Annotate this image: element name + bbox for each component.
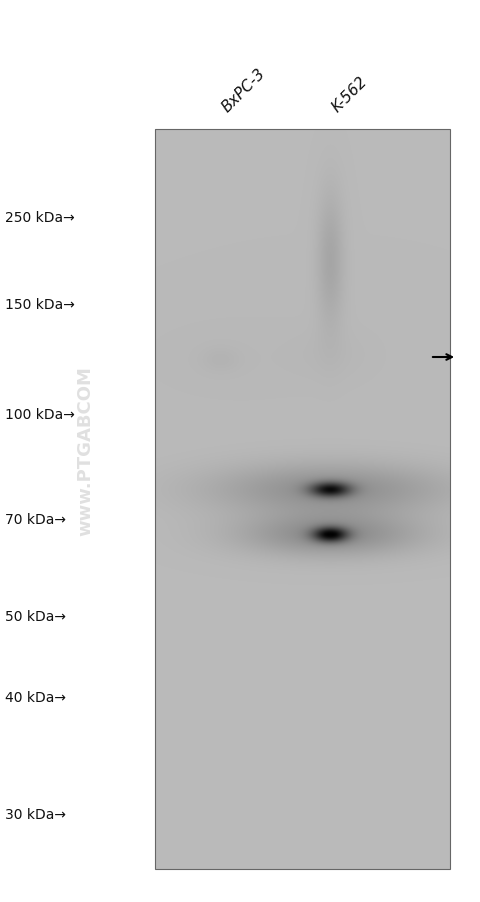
Text: 40 kDa→: 40 kDa→ [5, 690, 66, 704]
Text: K-562: K-562 [329, 74, 371, 115]
Text: 150 kDa→: 150 kDa→ [5, 298, 75, 312]
Text: www.PTGABCOM: www.PTGABCOM [76, 366, 94, 536]
Text: 100 kDa→: 100 kDa→ [5, 408, 75, 421]
Text: 50 kDa→: 50 kDa→ [5, 610, 66, 623]
Text: 250 kDa→: 250 kDa→ [5, 211, 75, 225]
Text: 30 kDa→: 30 kDa→ [5, 807, 66, 821]
Bar [155, 130, 450, 869]
Text: 70 kDa→: 70 kDa→ [5, 512, 66, 527]
Text: BxPC-3: BxPC-3 [219, 66, 269, 115]
